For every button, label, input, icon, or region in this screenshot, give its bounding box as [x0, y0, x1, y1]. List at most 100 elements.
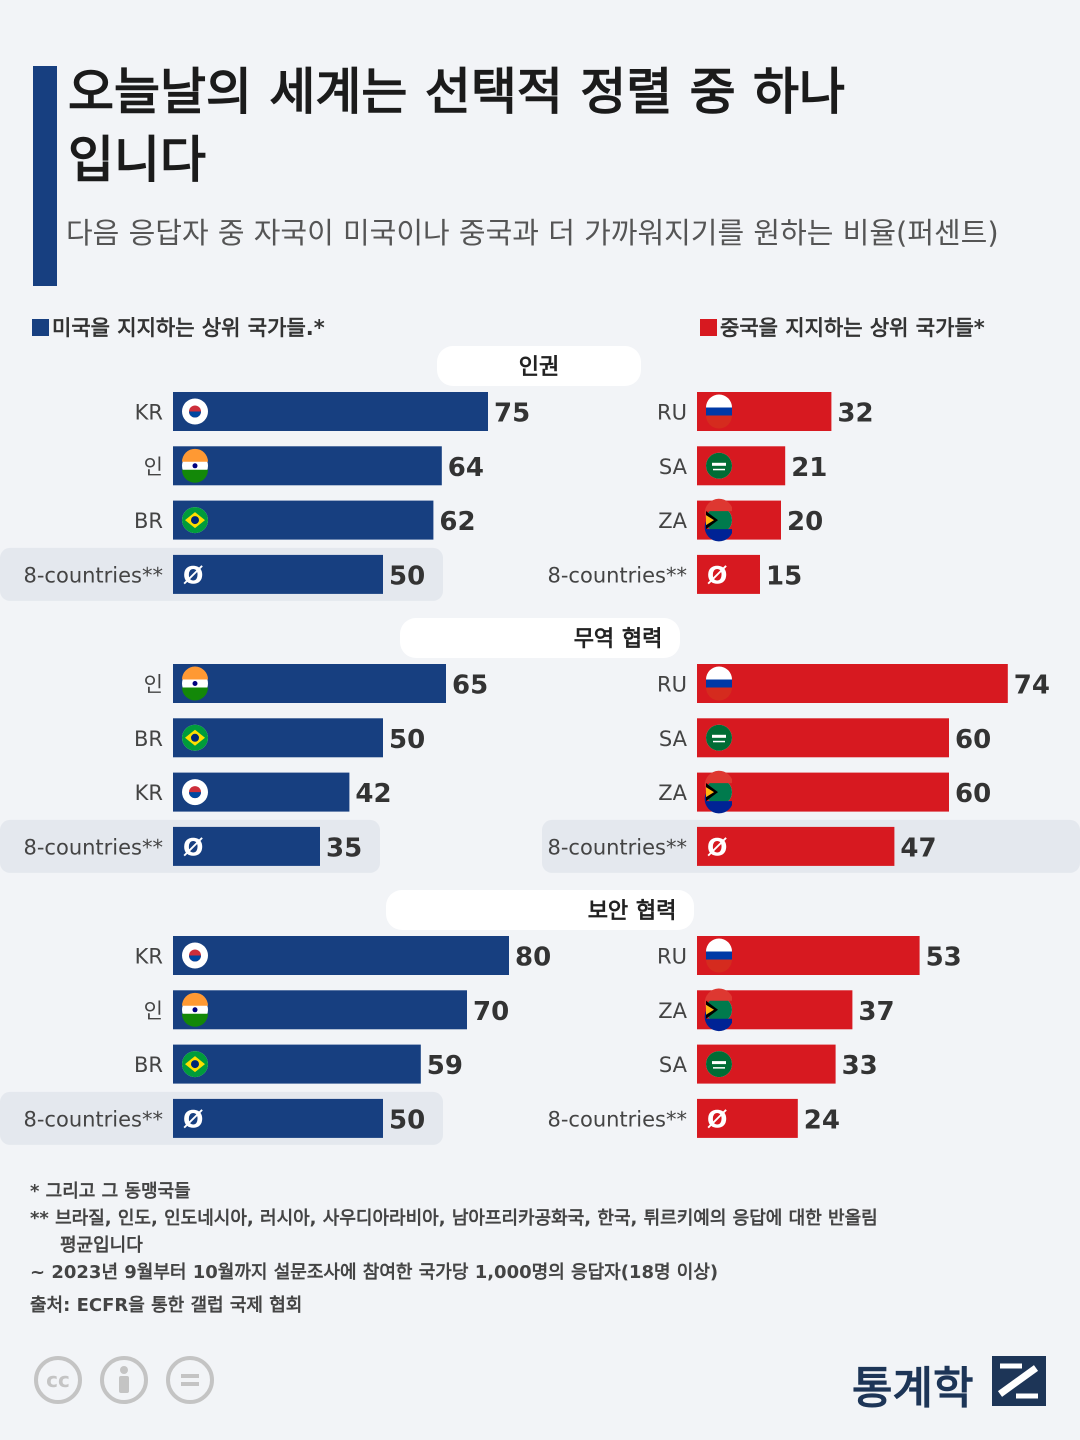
section-header-box-0	[437, 346, 641, 386]
us-p1-r3-avg-symbol: Ø	[183, 833, 203, 861]
us-p2-r0-bar	[173, 936, 509, 975]
cn-p0-r0-flag-mid	[706, 407, 732, 416]
no-derivatives-icon[interactable]	[166, 1356, 214, 1404]
us-p1-r3-bar	[173, 826, 320, 866]
attribution-icon[interactable]	[100, 1356, 148, 1404]
cn-p1-r1-bar	[697, 718, 949, 758]
legend-us: 미국을 지지하는 상위 국가들.*	[32, 312, 325, 342]
cn-p2-r2-flag-script	[712, 1061, 726, 1065]
source-line: 출처: ECFR을 통한 갤럽 국제 협회	[30, 1295, 303, 1316]
section-header-0: 인권	[519, 355, 559, 380]
footnote-survey: ~ 2023년 9월부터 10월까지 설문조사에 참여한 국가당 1,000명의…	[30, 1262, 719, 1283]
us-p2-r1-value: 70	[473, 997, 509, 1027]
footnote-allies: * 그리고 그 동맹국들	[30, 1181, 191, 1202]
us-p1-r0-flag-wheel	[192, 681, 198, 686]
us-p2-r0-value: 80	[515, 943, 551, 973]
footnote-average-cont: 평균입니다	[60, 1235, 143, 1256]
cn-p2-r3-label: 8-countries**	[547, 1107, 687, 1131]
us-p1-r1-flag-globe	[191, 733, 199, 742]
us-p2-r2-label: BR	[134, 1053, 163, 1077]
us-p2-r0-flag-mark2	[189, 955, 201, 962]
cn-p0-r1-value: 21	[791, 453, 827, 483]
us-p2-r3-bar	[173, 1098, 383, 1138]
cn-p0-r0-flag-bottom	[706, 415, 732, 429]
cn-p1-r2-label: ZA	[658, 781, 687, 805]
cn-p2-r0-flag-top	[706, 938, 732, 952]
cn-p0-r2-flag-bg	[706, 507, 732, 534]
cn-p2-r2-flag-sword	[713, 1067, 725, 1069]
cn-p0-r2-flag-red	[704, 498, 732, 520]
us-p1-r1-label: BR	[134, 727, 163, 751]
us-p0-r2-value: 62	[439, 507, 475, 537]
cn-p1-r1-flag-script	[712, 734, 726, 738]
us-p0-r2-flag-globe	[191, 516, 199, 525]
us-p0-r1-bar	[173, 446, 442, 486]
legend-cn: 중국을 지지하는 상위 국가들*	[700, 312, 985, 342]
cn-p2-r1-value: 37	[858, 997, 894, 1027]
section-header-2: 보안 협력	[588, 899, 677, 924]
cn-p1-r0-flag-mid	[706, 679, 732, 688]
us-p0-r1-label: 인	[144, 455, 163, 479]
us-p1-r0-bar	[173, 664, 446, 703]
us-p2-r2-flag-globe	[191, 1060, 199, 1069]
cn-p0-r0-label: RU	[657, 401, 687, 425]
cn-p0-r3-avg-symbol: Ø	[707, 561, 727, 589]
cn-p1-r3-bar	[697, 826, 895, 866]
cn-p1-r2-flag-bg	[706, 779, 732, 806]
us-p2-r1-label: 인	[144, 999, 163, 1023]
us-p1-r3-label: 8-countries**	[23, 835, 163, 859]
us-p2-r1-flag-top	[182, 992, 208, 1006]
cn-p2-r1-label: ZA	[658, 999, 687, 1023]
cn-p2-r3-bar	[697, 1098, 798, 1138]
cn-p0-r2-value: 20	[787, 507, 823, 537]
cn-p1-r0-value: 74	[1014, 671, 1050, 701]
cn-p1-r0-label: RU	[657, 673, 687, 697]
cn-p0-r1-flag-script	[712, 462, 726, 466]
cn-p2-r2-label: SA	[659, 1053, 688, 1077]
cn-p0-r0-value: 32	[837, 399, 873, 429]
cn-p2-r0-flag-bottom	[706, 959, 732, 973]
us-p2-r3-value: 50	[389, 1105, 425, 1135]
us-p0-r1-flag-wheel	[192, 463, 198, 469]
bar-chart: 인권 KR 75 인 64 BR 62 8-countries** Ø 50 RU 32 SA 21 ZA 2…	[0, 346, 1080, 1145]
us-p0-r0-bar	[173, 392, 488, 431]
cn-p1-r3-avg-symbol: Ø	[707, 833, 727, 861]
cn-p1-r2-flag-blue	[704, 793, 732, 814]
us-p1-r0-label: 인	[144, 673, 163, 697]
us-p0-r0-flag-mark2	[189, 411, 201, 418]
us-p1-r1-value: 50	[389, 725, 425, 755]
section-header-1: 무역 협력	[574, 627, 663, 652]
cn-p0-r3-label: 8-countries**	[547, 563, 687, 587]
us-p2-r1-flag-bottom	[182, 1013, 208, 1027]
us-p2-r1-flag-wheel	[192, 1007, 198, 1013]
footnote-average: ** 브라질, 인도, 인도네시아, 러시아, 사우디아라비아, 남아프리카공화…	[30, 1208, 878, 1229]
cn-p0-r2-flag-blue	[704, 521, 732, 542]
section-header-box-1	[400, 618, 680, 658]
cn-p0-r0-flag-top	[706, 394, 732, 408]
us-p1-r2-label: KR	[135, 781, 163, 805]
cn-p0-r3-bar	[697, 554, 760, 594]
us-p0-r3-value: 50	[389, 561, 425, 591]
us-p0-r3-avg-symbol: Ø	[183, 561, 203, 589]
us-p0-r0-value: 75	[494, 399, 530, 429]
us-p0-r3-label: 8-countries**	[23, 563, 163, 587]
cn-p2-r0-value: 53	[926, 943, 962, 973]
cn-p2-r0-bar	[697, 936, 920, 975]
us-p1-r0-flag-top	[182, 666, 208, 680]
cn-p1-r0-flag-bottom	[706, 687, 732, 701]
cn-p1-r3-value: 47	[900, 833, 936, 863]
cn-p2-r0-flag-mid	[706, 951, 732, 960]
legend-cn-label: 중국을 지지하는 상위 국가들*	[720, 316, 985, 340]
cn-p1-r1-value: 60	[955, 725, 991, 755]
cn-p2-r1-flag-red	[704, 988, 732, 1009]
footnotes: * 그리고 그 동맹국들 ** 브라질, 인도, 인도네시아, 러시아, 사우디…	[30, 1178, 878, 1319]
cn-p1-r0-bar	[697, 664, 1008, 703]
section-header-box-2	[386, 890, 694, 930]
cn-p0-r2-label: ZA	[658, 509, 687, 533]
brand-name: 통계학	[852, 1363, 974, 1414]
cn-p2-r1-flag-blue	[704, 1010, 732, 1032]
legend-us-label: 미국을 지지하는 상위 국가들.*	[52, 316, 325, 340]
cc-license-icon[interactable]: cc	[34, 1356, 82, 1404]
us-p0-r1-value: 64	[448, 453, 484, 483]
us-p1-r0-flag-bottom	[182, 687, 208, 701]
